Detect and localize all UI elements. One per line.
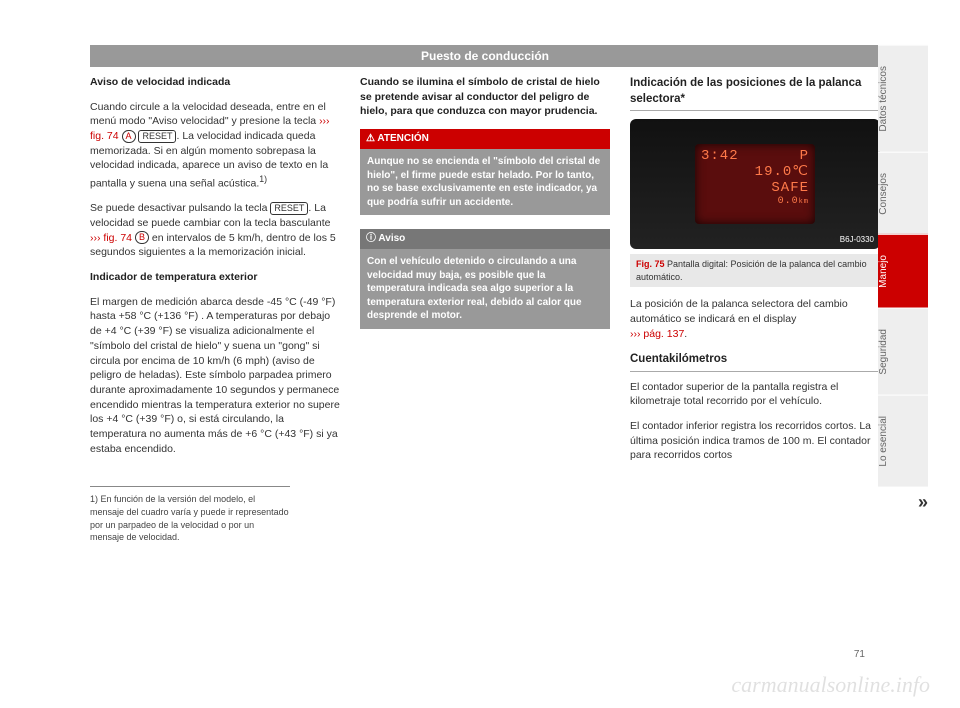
side-tabs: Datos técnicos Consejos Manejo Seguridad… <box>878 45 928 486</box>
column-2: Cuando se ilumina el símbolo de cristal … <box>360 75 610 544</box>
text: La posición de la palanca selectora del … <box>630 298 848 325</box>
warning-head: ⚠ ATENCIÓN <box>360 129 610 149</box>
image-id-label: B6J-0330 <box>840 234 874 245</box>
lcd-time: 3:42 <box>701 148 739 164</box>
continue-icon: » <box>918 492 928 513</box>
watermark: carmanualsonline.info <box>731 672 930 698</box>
lcd-unit: km <box>799 198 809 206</box>
reset-key-icon: RESET <box>270 202 308 215</box>
column-3: Indicación de las posiciones de la palan… <box>630 75 880 544</box>
paragraph: Se puede desactivar pulsando la tecla RE… <box>90 201 340 260</box>
fig-number: Fig. 75 <box>636 259 665 269</box>
lcd-temp: 19.0℃ <box>701 164 809 180</box>
paragraph: El contador superior de la pantalla regi… <box>630 380 880 409</box>
footnote: 1) En función de la versión del modelo, … <box>90 486 290 543</box>
paragraph: La posición de la palanca selectora del … <box>630 297 880 341</box>
manual-page: Puesto de conducción Aviso de velocidad … <box>0 0 960 708</box>
content-area: Aviso de velocidad indicada Cuando circu… <box>90 75 880 544</box>
lead-paragraph: Cuando se ilumina el símbolo de cristal … <box>360 75 610 119</box>
badge-b: B <box>135 231 149 244</box>
page-ref: ››› pág. 137 <box>630 328 684 340</box>
tab-consejos[interactable]: Consejos <box>878 152 928 235</box>
paragraph: Cuando circule a la velocidad deseada, e… <box>90 100 340 192</box>
lcd-safe: SAFE <box>701 180 809 196</box>
tab-seguridad[interactable]: Seguridad <box>878 308 928 395</box>
footnote-ref: 1) <box>259 174 267 184</box>
figure-caption: Fig. 75 Pantalla digital: Posición de la… <box>630 254 880 287</box>
note-body: Con el vehículo detenido o circulando a … <box>360 249 610 329</box>
tab-lo-esencial[interactable]: Lo esencial <box>878 395 928 487</box>
dashboard-figure: 3:42 P 19.0℃ SAFE 0.0km B6J-0330 <box>630 119 880 249</box>
warning-body: Aunque no se encienda el "símbolo del cr… <box>360 149 610 215</box>
fig-text: Pantalla digital: Posición de la palanca… <box>636 259 867 282</box>
note-box: ⓘ Aviso Con el vehículo detenido o circu… <box>360 229 610 329</box>
text: Se puede desactivar pulsando la tecla <box>90 202 270 214</box>
column-1: Aviso de velocidad indicada Cuando circu… <box>90 75 340 544</box>
tab-datos-tecnicos[interactable]: Datos técnicos <box>878 45 928 152</box>
paragraph: El contador inferior registra los recorr… <box>630 419 880 463</box>
paragraph: El margen de medición abarca desde -45 °… <box>90 295 340 457</box>
reset-key-icon: RESET <box>138 130 176 143</box>
page-number: 71 <box>854 649 865 660</box>
text: . <box>684 328 687 340</box>
lcd-screen: 3:42 P 19.0℃ SAFE 0.0km <box>695 144 815 224</box>
heading-exterior-temp: Indicador de temperatura exterior <box>90 270 340 285</box>
text: Cuando circule a la velocidad deseada, e… <box>90 101 326 128</box>
fig-ref: ››› fig. 74 <box>90 232 132 244</box>
heading-speed-warning: Aviso de velocidad indicada <box>90 75 340 90</box>
lcd-gear: P <box>800 148 809 164</box>
note-head: ⓘ Aviso <box>360 229 610 249</box>
badge-a: A <box>122 130 136 143</box>
lcd-odo: 0.0 <box>778 196 799 207</box>
section-title-odometer: Cuentakilómetros <box>630 351 880 371</box>
section-title-selector: Indicación de las posiciones de la palan… <box>630 75 880 111</box>
tab-manejo[interactable]: Manejo <box>878 234 928 308</box>
page-header: Puesto de conducción <box>90 45 880 67</box>
warning-box: ⚠ ATENCIÓN Aunque no se encienda el "sím… <box>360 129 610 215</box>
